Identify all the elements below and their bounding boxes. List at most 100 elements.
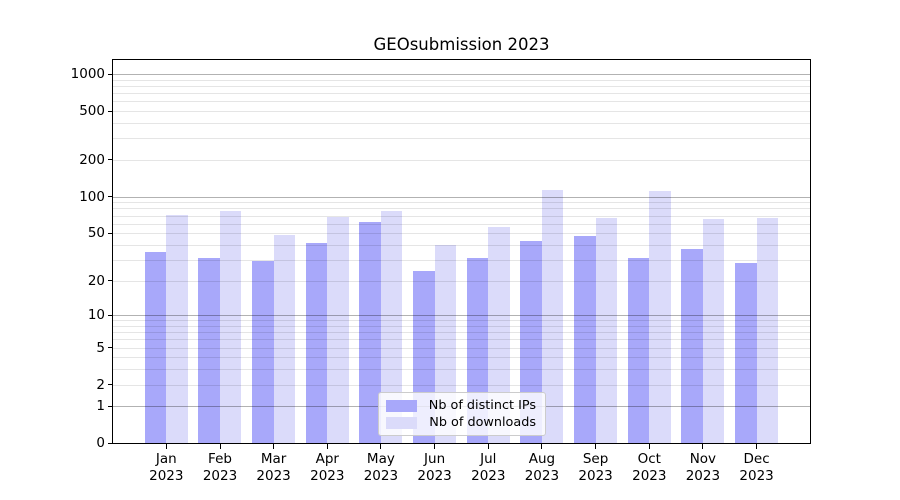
x-tick-month: Aug bbox=[528, 451, 556, 467]
y-tick-label: 50 bbox=[87, 225, 105, 242]
x-tick-label: Mar 2023 bbox=[242, 451, 306, 485]
bar-ips-feb bbox=[198, 257, 220, 443]
gridline-minor bbox=[113, 159, 810, 161]
x-tick-mark bbox=[756, 444, 758, 449]
x-tick-label: Sep 2023 bbox=[564, 451, 628, 485]
legend-row-downloads: Nb of downloads bbox=[386, 415, 536, 430]
y-tick-mark bbox=[108, 110, 113, 112]
y-tick-mark bbox=[108, 347, 113, 348]
x-tick-year: 2023 bbox=[417, 468, 452, 484]
bar-downloads-may bbox=[380, 210, 403, 443]
gridline-minor bbox=[113, 93, 810, 95]
x-tick-month: Sep bbox=[582, 451, 609, 467]
x-tick-month: Feb bbox=[208, 451, 232, 467]
x-tick-mark bbox=[434, 444, 436, 449]
x-tick-mark bbox=[165, 444, 167, 449]
x-tick-label: Jul 2023 bbox=[456, 451, 520, 485]
bar-ips-apr bbox=[305, 243, 328, 443]
x-tick-year: 2023 bbox=[632, 468, 667, 484]
x-tick-mark bbox=[326, 444, 328, 449]
bar-ips-dec bbox=[735, 263, 757, 443]
gridline-minor bbox=[113, 85, 810, 87]
x-tick-month: Nov bbox=[689, 451, 717, 467]
x-tick-month: Jan bbox=[155, 451, 177, 467]
x-tick-label: Jun 2023 bbox=[403, 451, 467, 485]
x-tick-mark bbox=[648, 444, 650, 449]
gridline-minor bbox=[113, 79, 810, 81]
x-tick-year: 2023 bbox=[202, 468, 238, 484]
legend-swatch-downloads bbox=[386, 416, 417, 429]
bar-downloads-nov bbox=[702, 219, 725, 443]
x-tick-mark bbox=[702, 444, 704, 449]
bar-downloads-jan bbox=[166, 215, 188, 443]
gridline-minor bbox=[113, 111, 810, 112]
x-tick-month: Mar bbox=[260, 451, 287, 467]
gridline-major bbox=[113, 196, 810, 198]
x-tick-mark bbox=[219, 444, 221, 449]
y-tick-label: 500 bbox=[79, 103, 105, 119]
y-tick-mark bbox=[108, 73, 113, 75]
x-tick-year: 2023 bbox=[471, 468, 506, 484]
y-tick-label: 5 bbox=[96, 339, 105, 356]
x-tick-mark bbox=[595, 444, 597, 449]
bar-downloads-aug bbox=[541, 189, 564, 443]
bar-ips-sep bbox=[574, 236, 596, 443]
gridline-minor bbox=[113, 215, 810, 217]
y-tick-mark bbox=[108, 405, 113, 407]
y-tick-mark bbox=[108, 384, 113, 386]
bar-ips-nov bbox=[681, 248, 703, 443]
x-tick-year: 2023 bbox=[685, 468, 721, 484]
x-tick-month: Dec bbox=[743, 451, 770, 467]
y-tick-label: 20 bbox=[87, 272, 105, 289]
x-tick-month: Jul bbox=[480, 451, 497, 467]
gridline-minor bbox=[113, 202, 810, 204]
x-tick-year: 2023 bbox=[524, 468, 560, 484]
x-tick-mark bbox=[273, 444, 275, 449]
gridline-minor bbox=[113, 122, 810, 124]
x-tick-label: May 2023 bbox=[349, 451, 413, 485]
y-tick-mark bbox=[108, 442, 113, 444]
x-tick-label: Apr 2023 bbox=[295, 451, 359, 485]
chart-title: GEOsubmission 2023 bbox=[373, 35, 550, 54]
x-tick-month: May bbox=[366, 451, 395, 467]
bar-ips-mar bbox=[252, 261, 274, 443]
y-tick-label: 1 bbox=[96, 398, 105, 415]
bar-downloads-apr bbox=[327, 216, 349, 443]
x-tick-year: 2023 bbox=[149, 468, 184, 484]
gridline-minor bbox=[113, 138, 810, 140]
bar-downloads-feb bbox=[219, 210, 242, 443]
bar-downloads-dec bbox=[756, 218, 779, 443]
y-tick-label: 100 bbox=[79, 188, 105, 205]
x-tick-year: 2023 bbox=[739, 468, 774, 484]
legend-swatch-ips bbox=[386, 399, 417, 412]
gridline-minor bbox=[113, 101, 810, 103]
x-tick-label: Jan 2023 bbox=[134, 451, 198, 485]
bar-ips-jan bbox=[144, 251, 167, 443]
y-tick-mark bbox=[108, 196, 113, 198]
legend: Nb of distinct IPs Nb of downloads bbox=[378, 392, 546, 436]
x-tick-label: Oct 2023 bbox=[617, 451, 681, 485]
x-tick-label: Dec 2023 bbox=[725, 451, 789, 485]
y-tick-label: 0 bbox=[96, 435, 105, 452]
y-tick-label: 2 bbox=[96, 376, 105, 393]
x-tick-mark bbox=[380, 444, 382, 449]
x-tick-month: Oct bbox=[637, 451, 661, 467]
bar-ips-may bbox=[359, 221, 381, 443]
x-tick-mark bbox=[487, 444, 489, 449]
x-tick-mark bbox=[541, 444, 543, 449]
bar-downloads-oct bbox=[649, 191, 671, 443]
legend-label-downloads: Nb of downloads bbox=[429, 415, 536, 430]
bar-downloads-sep bbox=[595, 218, 618, 443]
x-tick-label: Aug 2023 bbox=[510, 451, 574, 485]
gridline-minor bbox=[113, 208, 810, 210]
y-tick-mark bbox=[108, 159, 113, 161]
y-tick-mark bbox=[108, 232, 113, 234]
x-tick-label: Feb 2023 bbox=[188, 451, 252, 485]
plot-area bbox=[112, 59, 811, 444]
x-tick-label: Nov 2023 bbox=[671, 451, 735, 485]
y-tick-mark bbox=[108, 314, 113, 316]
x-tick-year: 2023 bbox=[310, 468, 345, 484]
y-tick-label: 200 bbox=[79, 151, 105, 168]
x-tick-month: Jun bbox=[424, 451, 446, 467]
